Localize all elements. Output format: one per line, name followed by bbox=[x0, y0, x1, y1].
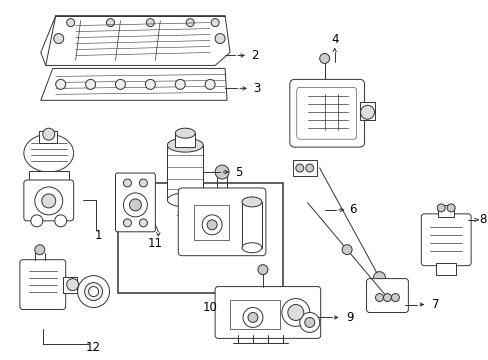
Circle shape bbox=[66, 19, 75, 27]
Circle shape bbox=[205, 80, 215, 89]
Circle shape bbox=[31, 215, 42, 227]
Circle shape bbox=[106, 19, 114, 27]
Text: 2: 2 bbox=[251, 49, 258, 62]
Bar bbox=[292, 160, 316, 176]
Circle shape bbox=[42, 128, 55, 140]
Circle shape bbox=[55, 215, 66, 227]
Text: 9: 9 bbox=[345, 311, 353, 324]
Circle shape bbox=[139, 219, 147, 227]
Bar bbox=[242, 202, 262, 248]
Bar bbox=[437, 205, 453, 217]
Circle shape bbox=[41, 194, 56, 208]
Text: 10: 10 bbox=[203, 301, 217, 314]
Circle shape bbox=[247, 312, 258, 323]
Bar bbox=[359, 102, 375, 120]
Text: 5: 5 bbox=[235, 166, 242, 179]
Circle shape bbox=[360, 105, 374, 119]
Circle shape bbox=[375, 293, 383, 302]
Ellipse shape bbox=[242, 197, 262, 207]
Circle shape bbox=[373, 272, 385, 284]
Circle shape bbox=[35, 245, 45, 255]
Circle shape bbox=[78, 276, 109, 307]
Circle shape bbox=[258, 265, 267, 275]
Ellipse shape bbox=[167, 138, 203, 152]
Circle shape bbox=[304, 318, 314, 328]
Circle shape bbox=[299, 312, 319, 332]
Circle shape bbox=[54, 33, 63, 44]
FancyBboxPatch shape bbox=[289, 80, 364, 147]
Circle shape bbox=[383, 293, 390, 302]
FancyBboxPatch shape bbox=[24, 180, 74, 221]
Bar bbox=[62, 276, 77, 293]
Polygon shape bbox=[41, 15, 229, 66]
Text: 1: 1 bbox=[95, 229, 102, 242]
Circle shape bbox=[175, 80, 185, 89]
Circle shape bbox=[202, 215, 222, 235]
Bar bbox=[39, 131, 57, 143]
Bar bbox=[435, 263, 455, 275]
Text: 6: 6 bbox=[348, 203, 356, 216]
Circle shape bbox=[129, 199, 141, 211]
Circle shape bbox=[436, 204, 444, 212]
Bar bbox=[118, 183, 282, 293]
FancyBboxPatch shape bbox=[178, 188, 265, 256]
Polygon shape bbox=[41, 68, 226, 100]
Circle shape bbox=[56, 80, 65, 89]
FancyBboxPatch shape bbox=[215, 287, 320, 338]
Circle shape bbox=[287, 305, 303, 320]
Circle shape bbox=[179, 214, 191, 226]
Bar bbox=[29, 171, 68, 181]
Circle shape bbox=[215, 33, 224, 44]
Bar bbox=[194, 205, 228, 240]
Ellipse shape bbox=[242, 243, 262, 253]
Circle shape bbox=[211, 19, 219, 27]
Circle shape bbox=[123, 219, 131, 227]
Text: 3: 3 bbox=[253, 82, 260, 95]
Ellipse shape bbox=[24, 134, 74, 172]
Ellipse shape bbox=[175, 128, 195, 138]
Circle shape bbox=[305, 164, 313, 172]
Circle shape bbox=[85, 80, 95, 89]
Circle shape bbox=[207, 220, 217, 230]
FancyBboxPatch shape bbox=[20, 260, 65, 310]
Circle shape bbox=[139, 179, 147, 187]
Circle shape bbox=[447, 204, 454, 212]
Text: 8: 8 bbox=[478, 213, 486, 226]
Circle shape bbox=[215, 165, 228, 179]
Circle shape bbox=[123, 179, 131, 187]
FancyBboxPatch shape bbox=[115, 173, 155, 232]
Circle shape bbox=[146, 19, 154, 27]
FancyBboxPatch shape bbox=[421, 214, 470, 266]
FancyBboxPatch shape bbox=[366, 279, 407, 312]
Circle shape bbox=[145, 80, 155, 89]
Circle shape bbox=[84, 283, 102, 301]
Circle shape bbox=[88, 287, 99, 297]
Circle shape bbox=[66, 279, 79, 291]
Bar bbox=[175, 133, 195, 147]
Text: 11: 11 bbox=[147, 237, 163, 250]
Circle shape bbox=[319, 54, 329, 63]
Circle shape bbox=[115, 80, 125, 89]
Circle shape bbox=[123, 193, 147, 217]
Circle shape bbox=[243, 307, 263, 328]
Circle shape bbox=[35, 187, 62, 215]
Bar bbox=[167, 145, 203, 200]
Text: 12: 12 bbox=[86, 341, 101, 354]
Text: 4: 4 bbox=[330, 33, 338, 46]
Bar bbox=[229, 300, 279, 329]
Circle shape bbox=[281, 298, 309, 327]
Ellipse shape bbox=[167, 193, 203, 207]
Circle shape bbox=[342, 245, 351, 255]
Circle shape bbox=[295, 164, 303, 172]
Circle shape bbox=[186, 19, 194, 27]
Circle shape bbox=[390, 293, 399, 302]
Text: 7: 7 bbox=[430, 298, 438, 311]
